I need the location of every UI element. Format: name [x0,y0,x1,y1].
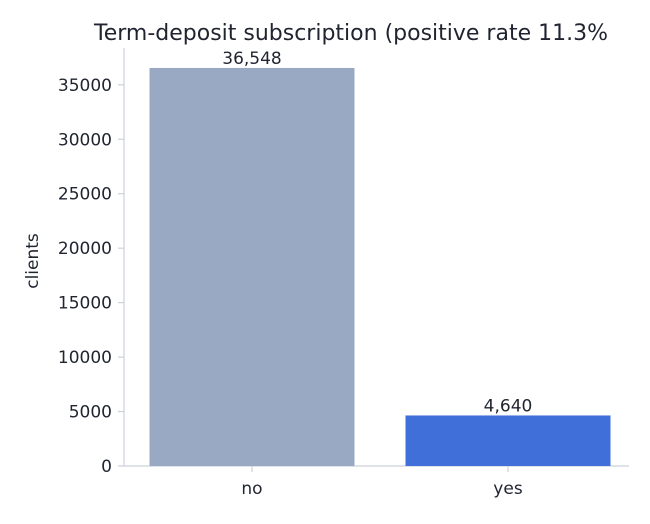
y-tick-label: 5000 [69,403,112,423]
y-tick-label: 10000 [58,348,112,368]
y-tick-label: 0 [101,457,112,477]
chart-title: Term-deposit subscription (positive rate… [93,21,608,46]
y-tick-label: 15000 [58,294,112,314]
y-tick-label: 35000 [58,76,112,96]
y-tick-label: 25000 [58,185,112,205]
y-tick-label: 20000 [58,239,112,259]
bar-no [149,67,355,466]
y-tick-label: 30000 [58,130,112,150]
data-label-yes: 4,640 [484,396,533,416]
chart-marks: 0 5000 10000 15000 20000 25000 30000 35000 36,54… [58,48,629,499]
x-tick-label-yes: yes [493,479,523,499]
data-label-no: 36,548 [222,49,281,69]
bar-yes [405,415,611,466]
x-tick-label-no: no [241,479,262,499]
y-axis-label: clients [23,233,43,289]
